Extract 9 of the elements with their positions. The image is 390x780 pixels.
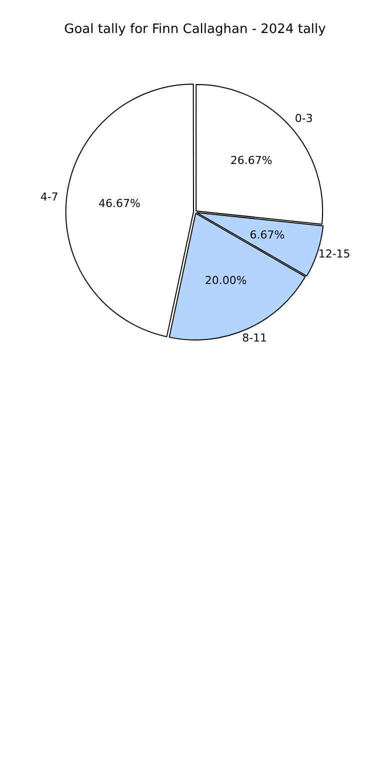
- data-label: 46.67%: [98, 196, 140, 210]
- slice-label: 8-11: [242, 331, 268, 344]
- chart-title: Goal tally for Finn Callaghan - 2024 tally: [63, 21, 327, 39]
- data-label: 6.67%: [250, 228, 285, 242]
- slice-label: 0-3: [294, 112, 313, 126]
- slice-label: 12-15: [318, 248, 350, 261]
- data-label: 20.00%: [204, 274, 247, 288]
- data-label: 26.67%: [230, 154, 272, 168]
- slice-label: 4-7: [40, 190, 58, 204]
